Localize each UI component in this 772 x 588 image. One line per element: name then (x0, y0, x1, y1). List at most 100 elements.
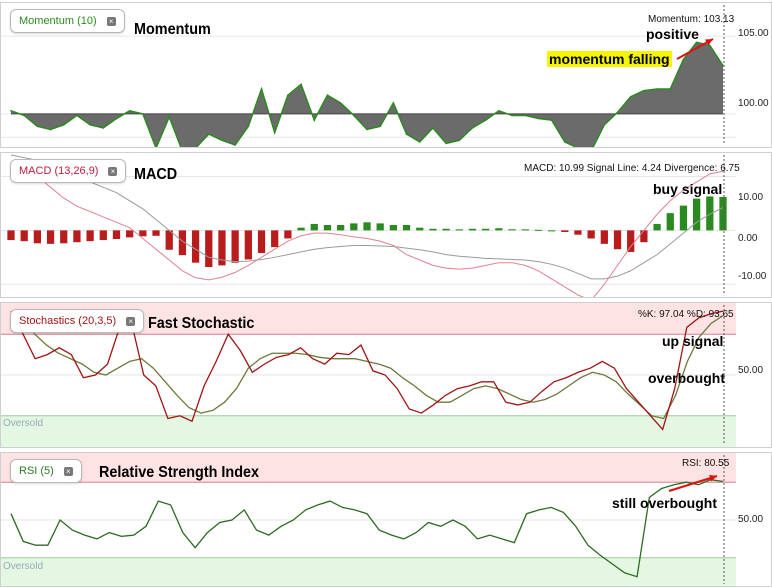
macd-divergence-bar (284, 230, 292, 239)
macd-tick-0: 0.00 (738, 233, 758, 244)
macd-divergence-bar (706, 196, 714, 231)
annotation-positive: positive (646, 26, 699, 42)
annotation-overbought: overbought (648, 370, 725, 386)
macd-divergence-bar (389, 225, 397, 231)
rsi-oversold-label: Oversold (3, 561, 44, 572)
annotation-momentum-falling: momentum falling (547, 51, 672, 67)
macd-divergence-bar (7, 230, 15, 241)
macd-divergence-bar (613, 230, 622, 250)
macd-divergence-bar (534, 229, 543, 231)
stochastics-readout: %K: 97.04 %D: 93.65 (638, 309, 734, 320)
overbought-zone (1, 453, 736, 483)
annotation-still-overbought: still overbought (612, 495, 717, 511)
macd-divergence-bar (297, 227, 305, 231)
momentum-line (10, 41, 724, 147)
oversold-zone (1, 557, 736, 586)
macd-indicator-chip[interactable]: MACD (13,26,9) × (10, 159, 127, 183)
macd-divergence-bar (323, 225, 332, 231)
macd-divergence-bar (587, 230, 595, 239)
macd-divergence-bar (46, 230, 55, 244)
macd-divergence-bar (468, 228, 477, 231)
stochastics-d-line (10, 313, 724, 420)
macd-divergence-bar (218, 230, 226, 266)
macd-divergence-bar (376, 223, 384, 231)
macd-divergence-bar (600, 230, 608, 244)
macd-panel: MACD (13,26,9) × MACD MACD: 10.99 Signal … (0, 152, 772, 298)
momentum-panel: Momentum (10) × Momentum Momentum: 103.13… (0, 2, 772, 148)
macd-divergence-bar (719, 197, 727, 231)
macd-divergence-bar (337, 225, 345, 231)
macd-divergence-bar (73, 230, 81, 243)
macd-divergence-bar (257, 230, 266, 253)
momentum-readout: Momentum: 103.13 (648, 14, 735, 25)
rsi-chart (1, 453, 736, 586)
rsi-indicator-chip[interactable]: RSI (5) × (10, 459, 82, 483)
macd-divergence-bar (126, 230, 134, 238)
momentum-area (11, 42, 723, 147)
macd-divergence-bar (482, 228, 490, 231)
macd-title: MACD (134, 166, 178, 183)
macd-divergence-bar (508, 229, 516, 231)
macd-divergence-bar (33, 230, 41, 244)
macd-divergence-bar (178, 230, 187, 256)
macd-divergence-bar (205, 230, 213, 267)
momentum-tick-100: 100.00 (738, 98, 769, 109)
rsi-readout: RSI: 80.55 (682, 458, 730, 469)
momentum-indicator-chip[interactable]: Momentum (10) × (10, 9, 125, 33)
macd-divergence-bar (679, 205, 688, 231)
macd-divergence-bar (350, 223, 358, 231)
momentum-title: Momentum (134, 21, 211, 38)
macd-tick-neg10: -10.00 (738, 271, 767, 282)
macd-divergence-bar (310, 223, 318, 231)
macd-divergence-bar (271, 230, 279, 248)
close-icon[interactable]: × (108, 166, 118, 176)
macd-chip-label: MACD (13,26,9) (19, 165, 99, 177)
macd-signal-line (10, 154, 724, 280)
macd-divergence-bar (139, 230, 147, 237)
macd-divergence-bar (455, 229, 463, 231)
macd-divergence-bar (429, 228, 437, 231)
rsi-panel: RSI (5) × Relative Strength Index RSI: 80… (0, 452, 772, 587)
rsi-line (10, 479, 724, 578)
stochastics-tick-50: 50.00 (738, 365, 764, 376)
macd-divergence-bar (666, 213, 674, 231)
annotation-arrow (668, 475, 718, 492)
rsi-tick-50: 50.00 (738, 514, 764, 525)
macd-divergence-bar (653, 223, 661, 231)
macd-divergence-bar (191, 230, 200, 263)
annotation-buy-signal: buy signal (653, 181, 723, 197)
rsi-chip-label: RSI (5) (19, 465, 54, 477)
macd-line (10, 165, 724, 297)
stochastics-indicator-chip[interactable]: Stochastics (20,3,5) × (10, 309, 145, 333)
annotation-arrowhead (709, 474, 717, 482)
macd-divergence-bar (547, 230, 556, 232)
stochastics-panel: Stochastics (20,3,5) × Fast Stochastic %K… (0, 302, 772, 448)
annotation-up-signal: up signal (662, 333, 724, 349)
macd-divergence-bar (86, 230, 94, 242)
close-icon[interactable]: × (63, 466, 73, 476)
macd-divergence-bar (640, 230, 648, 243)
macd-divergence-bar (244, 230, 252, 260)
rsi-title: Relative Strength Index (99, 464, 260, 481)
macd-divergence-bar (20, 230, 28, 242)
macd-divergence-bar (693, 198, 701, 231)
macd-divergence-bar (521, 229, 529, 231)
macd-divergence-bar (60, 230, 68, 244)
momentum-chip-label: Momentum (10) (19, 15, 97, 27)
momentum-chart (1, 5, 736, 147)
macd-divergence-bar (574, 230, 582, 235)
macd-divergence-bar (627, 230, 635, 252)
macd-divergence-bar (561, 230, 569, 232)
macd-tick-10: 10.00 (738, 192, 764, 203)
macd-chart (1, 154, 736, 297)
macd-divergence-bar (442, 228, 450, 231)
annotation-arrowhead (705, 39, 713, 46)
stochastics-title: Fast Stochastic (148, 315, 255, 332)
macd-divergence-bar (152, 230, 160, 236)
macd-readout: MACD: 10.99 Signal Line: 4.24 Divergence… (524, 163, 740, 174)
macd-divergence-bar (112, 230, 121, 239)
close-icon[interactable]: × (126, 316, 136, 326)
close-icon[interactable]: × (106, 16, 116, 26)
macd-divergence-bar (165, 230, 173, 250)
stochastics-oversold-label: Oversold (3, 418, 44, 429)
